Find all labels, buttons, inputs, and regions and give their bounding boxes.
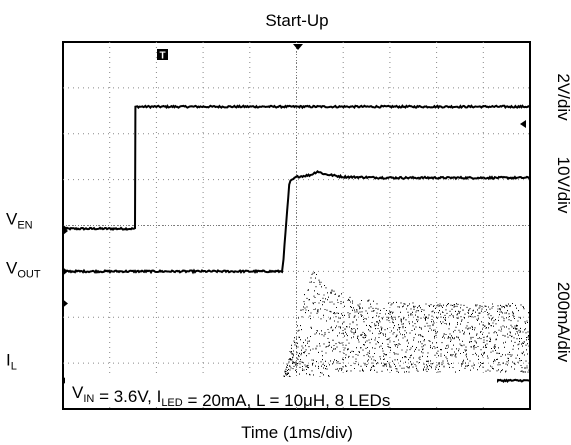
trigger-position-marker xyxy=(293,44,303,50)
scale-label: 2V/div xyxy=(554,73,571,121)
trace-v-out xyxy=(62,170,531,275)
label-v-en: VEN xyxy=(6,210,33,232)
scale-label: 200mA/div xyxy=(554,282,571,363)
ground-marker xyxy=(63,299,68,308)
trigger-marker: T xyxy=(157,49,168,62)
chart-title: Start-Up xyxy=(265,11,328,30)
trace-line xyxy=(62,104,530,231)
annotation-background xyxy=(65,377,497,405)
label-v-out: VOUT xyxy=(6,258,41,280)
label-i-l: IL xyxy=(6,351,17,373)
trace-line xyxy=(62,170,531,275)
trigger-level-arrow xyxy=(520,120,526,128)
channel-labels: VEN VOUT IL xyxy=(6,210,41,373)
x-axis-label: Time (1ms/div) xyxy=(241,423,353,442)
channel-ground-marker xyxy=(63,224,68,233)
grid xyxy=(63,42,530,409)
trace-v-en xyxy=(62,104,530,231)
test-conditions-annotation: VIN = 3.6V, ILED = 20mA, L = 10μH, 8 LED… xyxy=(72,383,390,410)
scale-label: 10V/div xyxy=(554,157,571,214)
svg-text:T: T xyxy=(159,51,165,62)
scale-labels: 2V/div 10V/div 200mA/div xyxy=(554,73,571,362)
channel-ground-marker xyxy=(63,267,68,276)
